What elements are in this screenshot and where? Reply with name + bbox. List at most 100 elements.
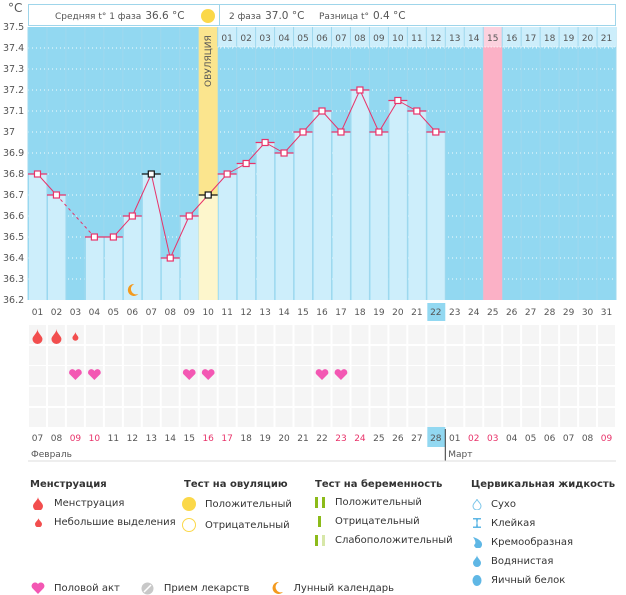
y-tick-label: 37.1 <box>3 106 24 117</box>
event-cell <box>465 346 483 365</box>
y-tick-label: 37 <box>3 127 15 138</box>
date-label: 17 <box>221 434 232 444</box>
temperature-point <box>90 233 98 241</box>
event-cell <box>256 387 274 406</box>
cycle-day-label: 21 <box>411 308 422 318</box>
legend-cervical-fluid: Цервикальная жидкость Сухо Клейкая Кремо… <box>471 479 615 586</box>
event-cell <box>161 366 179 385</box>
temperature-bar <box>123 216 142 300</box>
post-ovulation-day-number: 18 <box>544 34 556 44</box>
event-cell <box>180 325 198 344</box>
event-cell <box>237 408 255 427</box>
event-cell <box>275 346 293 365</box>
event-cell <box>560 366 578 385</box>
post-ovulation-day-number: 20 <box>582 34 594 44</box>
date-label: 22 <box>316 434 327 444</box>
legend-item: Половой акт <box>30 581 120 595</box>
legend-item: Прием лекарств <box>140 581 249 595</box>
event-cell <box>579 366 597 385</box>
temperature-line-segment <box>150 173 171 259</box>
date-label: 09 <box>601 434 613 444</box>
date-label: 11 <box>108 434 119 444</box>
event-cell <box>29 408 46 427</box>
event-cell <box>427 325 445 344</box>
heart-icon <box>315 369 329 380</box>
cycle-day-label: 03 <box>70 308 81 318</box>
event-cell <box>85 325 103 344</box>
y-tick-label: 36.8 <box>3 169 24 180</box>
cycle-day-label: 08 <box>165 308 177 318</box>
temperature-point <box>413 107 421 115</box>
phase1-value: 36.6 °C <box>145 10 185 22</box>
event-cell <box>66 408 84 427</box>
cycle-day-label: 16 <box>316 308 328 318</box>
temperature-bar <box>256 142 275 300</box>
sticky-icon <box>473 518 481 528</box>
date-label: 23 <box>335 434 346 444</box>
cycle-day-label: 29 <box>563 308 575 318</box>
event-cell <box>370 387 388 406</box>
post-ovulation-day-number: 11 <box>411 34 422 44</box>
event-cell <box>104 408 122 427</box>
event-cell <box>484 387 502 406</box>
date-label: 21 <box>297 434 308 444</box>
temperature-bar <box>104 237 123 300</box>
date-label: 27 <box>411 434 422 444</box>
event-cell <box>351 408 369 427</box>
date-label: 02 <box>468 434 479 444</box>
cycle-day-label: 25 <box>487 308 498 318</box>
event-cell <box>522 366 540 385</box>
heart-icon <box>182 369 196 380</box>
event-cell <box>427 408 445 427</box>
event-cell <box>237 366 255 385</box>
divider <box>219 5 220 25</box>
y-tick-label: 36.2 <box>3 295 24 306</box>
event-cell <box>446 366 464 385</box>
temperature-point <box>242 159 250 168</box>
event-cell <box>85 346 103 365</box>
event-cell <box>294 325 312 344</box>
date-label: 12 <box>127 434 138 444</box>
event-cell <box>256 408 274 427</box>
event-cell <box>408 387 426 406</box>
event-cell <box>503 387 521 406</box>
y-tick-label: 37.5 <box>3 22 24 33</box>
one-line-icon <box>318 516 321 527</box>
legend-item: Отрицательный <box>182 518 292 532</box>
event-cell <box>313 325 331 344</box>
temperature-point <box>52 191 61 199</box>
small-drop-icon <box>34 518 42 527</box>
event-cell <box>579 325 597 344</box>
event-cell <box>294 387 312 406</box>
temperature-bar <box>313 111 332 300</box>
cycle-day-label: 31 <box>601 308 612 318</box>
event-cell <box>29 387 46 406</box>
event-cell <box>408 325 426 344</box>
date-label: 07 <box>32 434 43 444</box>
event-cell <box>313 408 331 427</box>
y-tick-label: 37.3 <box>3 64 24 75</box>
y-tick-label: 37.4 <box>3 43 24 54</box>
event-cell <box>332 408 350 427</box>
event-cell <box>465 366 483 385</box>
cycle-day-label: 24 <box>468 308 480 318</box>
date-label: 24 <box>354 434 366 444</box>
date-label: 16 <box>202 434 214 444</box>
event-cell <box>47 346 65 365</box>
event-cell <box>123 366 141 385</box>
event-cell <box>85 387 103 406</box>
post-ovulation-day-number: 10 <box>392 34 404 44</box>
event-cell <box>503 408 521 427</box>
temperature-line-segment <box>131 173 152 217</box>
temperature-point <box>109 233 117 241</box>
event-cell <box>294 408 312 427</box>
event-cell <box>142 325 160 344</box>
date-label: 08 <box>582 434 594 444</box>
y-tick-label: 36.3 <box>3 274 24 285</box>
phase2-value: 37.0 °C <box>265 10 305 22</box>
date-label: 08 <box>51 434 63 444</box>
pill-icon <box>141 582 154 594</box>
event-cell <box>85 408 103 427</box>
event-cell <box>47 366 65 385</box>
event-cell <box>218 346 236 365</box>
